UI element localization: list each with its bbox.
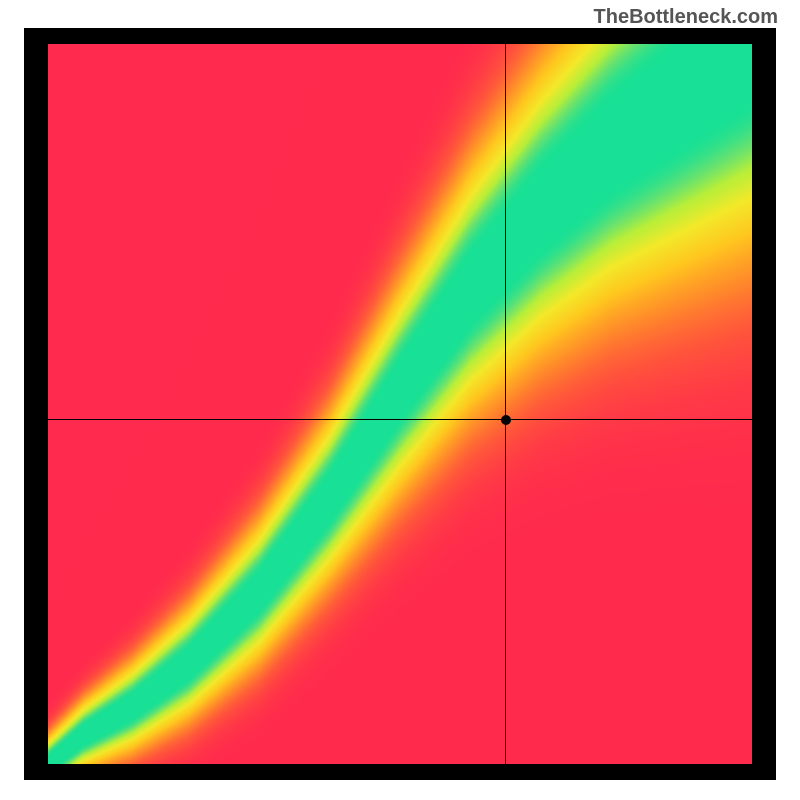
crosshair-marker [501,415,511,425]
chart-container: TheBottleneck.com [0,0,800,800]
heatmap-canvas [48,44,752,764]
crosshair-vertical [505,44,506,764]
crosshair-horizontal [48,419,752,420]
watermark-text: TheBottleneck.com [594,6,778,29]
plot-frame [24,28,776,780]
